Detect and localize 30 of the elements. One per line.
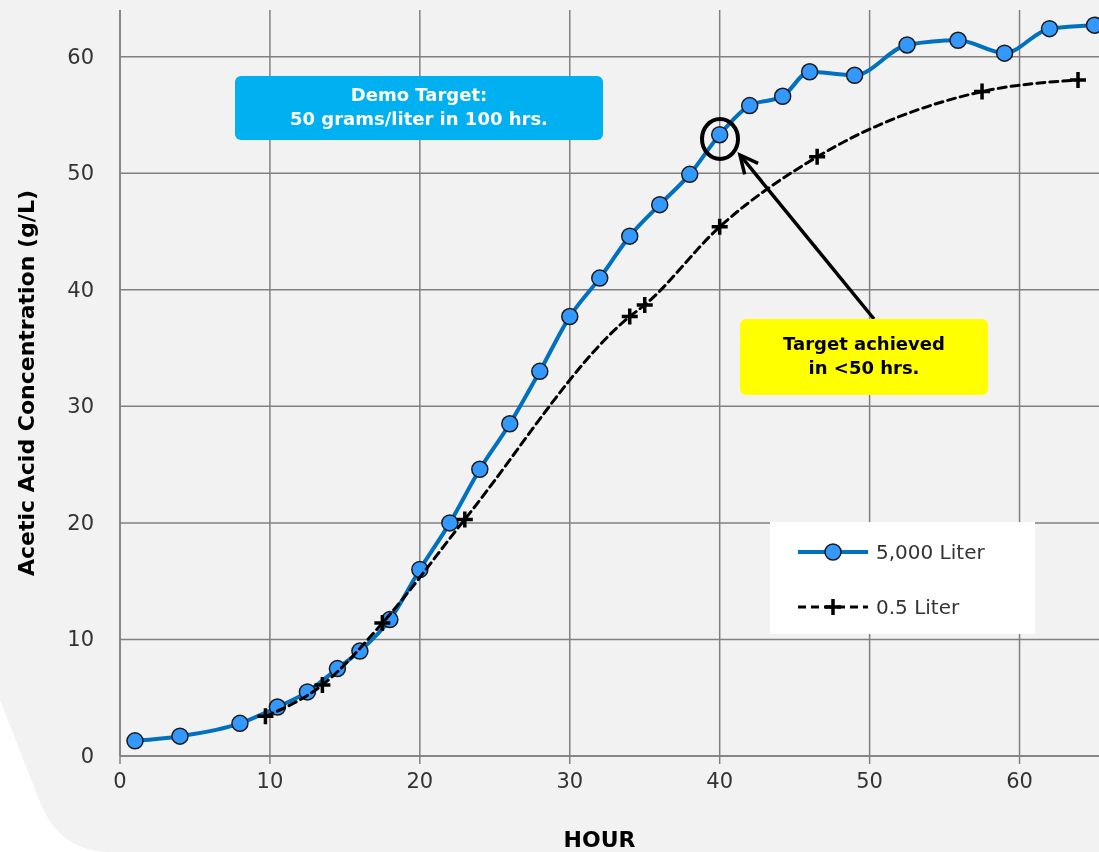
y-tick-label: 30: [67, 394, 94, 419]
point: [1068, 70, 1088, 90]
x-axis-title: HOUR: [563, 827, 636, 852]
legend-label: 5,000 Liter: [876, 540, 986, 564]
point: [972, 81, 992, 102]
point: [255, 706, 276, 727]
y-tick-label: 10: [67, 627, 94, 652]
y-axis-title: Acetic Acid Concentration (g/L): [14, 190, 39, 576]
point: [634, 295, 655, 315]
x-tick-label: 60: [1006, 769, 1033, 793]
legend-label: 0.5 Liter: [876, 595, 961, 619]
point: [709, 217, 730, 237]
y-tick-label: 0: [80, 744, 94, 768]
x-tick-label: 40: [706, 769, 734, 793]
x-tick-label: 20: [406, 769, 434, 793]
annotation: Target achieved in <50 hrs.: [783, 333, 945, 378]
y-tick-label: 20: [67, 510, 94, 535]
point: [455, 509, 475, 530]
x-tick-label: 0: [113, 769, 127, 793]
y-tick-label: 50: [67, 161, 94, 186]
y-tick-label: 60: [67, 44, 94, 69]
x-tick-label: 30: [556, 769, 584, 793]
point: [619, 306, 640, 327]
point: [807, 147, 827, 167]
point: [372, 613, 393, 633]
x-tick-label: 10: [256, 769, 284, 793]
annotation: Demo Target: 50 grams/liter in 100 hrs.: [290, 84, 548, 129]
y-tick-label: 40: [67, 277, 94, 302]
x-tick-label: 50: [856, 769, 883, 793]
point: [312, 675, 333, 695]
